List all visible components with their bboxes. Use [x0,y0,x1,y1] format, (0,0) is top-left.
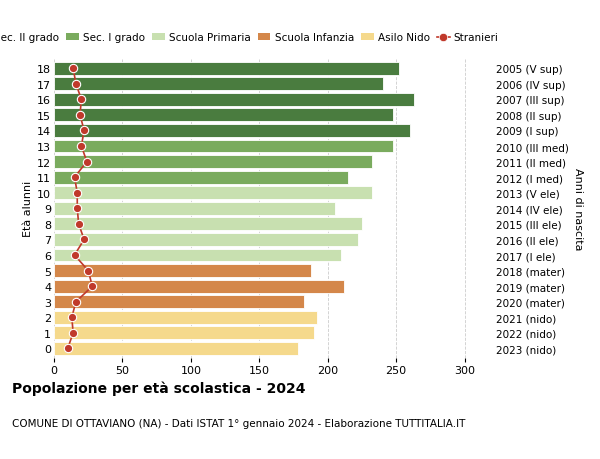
Bar [54,156,371,168]
Bar [54,78,383,91]
Bar [54,249,341,262]
Text: Popolazione per età scolastica - 2024: Popolazione per età scolastica - 2024 [12,381,305,396]
Y-axis label: Età alunni: Età alunni [23,181,33,237]
Bar [54,342,298,355]
Bar [54,109,394,122]
Bar [54,296,304,308]
Bar [54,125,410,138]
Bar [54,311,317,324]
Bar [54,202,335,215]
Bar [54,280,344,293]
Text: COMUNE DI OTTAVIANO (NA) - Dati ISTAT 1° gennaio 2024 - Elaborazione TUTTITALIA.: COMUNE DI OTTAVIANO (NA) - Dati ISTAT 1°… [12,418,466,428]
Bar [54,327,314,340]
Bar [54,62,399,75]
Y-axis label: Anni di nascita: Anni di nascita [573,168,583,250]
Bar [54,94,414,106]
Bar [54,218,362,231]
Legend: Sec. II grado, Sec. I grado, Scuola Primaria, Scuola Infanzia, Asilo Nido, Stran: Sec. II grado, Sec. I grado, Scuola Prim… [0,29,503,47]
Bar [54,234,358,246]
Bar [54,187,371,200]
Bar [54,265,311,277]
Bar [54,171,348,184]
Bar [54,140,394,153]
